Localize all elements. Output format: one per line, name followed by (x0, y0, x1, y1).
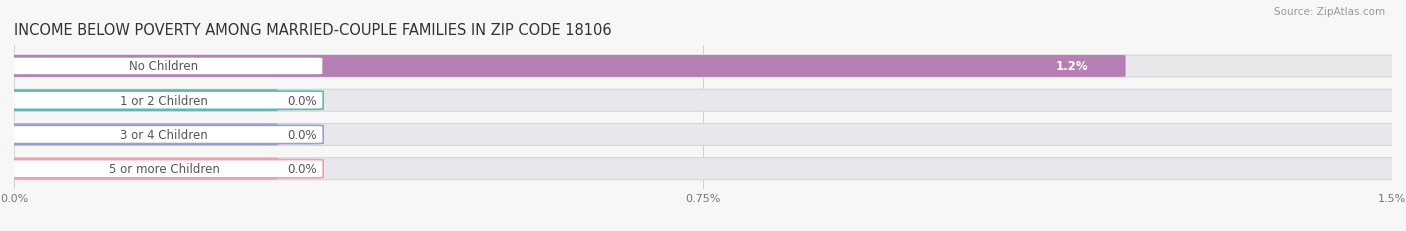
FancyBboxPatch shape (4, 56, 1126, 78)
Text: INCOME BELOW POVERTY AMONG MARRIED-COUPLE FAMILIES IN ZIP CODE 18106: INCOME BELOW POVERTY AMONG MARRIED-COUPL… (14, 23, 612, 38)
Text: No Children: No Children (129, 60, 198, 73)
Text: 1 or 2 Children: 1 or 2 Children (120, 94, 208, 107)
Text: Source: ZipAtlas.com: Source: ZipAtlas.com (1274, 7, 1385, 17)
Text: 3 or 4 Children: 3 or 4 Children (120, 128, 208, 141)
Text: 0.0%: 0.0% (287, 162, 316, 175)
FancyBboxPatch shape (4, 56, 1402, 78)
FancyBboxPatch shape (4, 126, 323, 144)
FancyBboxPatch shape (4, 90, 278, 112)
Text: 1.2%: 1.2% (1056, 60, 1088, 73)
Text: 5 or more Children: 5 or more Children (108, 162, 219, 175)
Text: 0.0%: 0.0% (287, 94, 316, 107)
FancyBboxPatch shape (4, 124, 278, 146)
FancyBboxPatch shape (4, 90, 1402, 112)
FancyBboxPatch shape (4, 158, 278, 180)
Text: 0.0%: 0.0% (287, 128, 316, 141)
FancyBboxPatch shape (4, 158, 1402, 180)
FancyBboxPatch shape (4, 160, 323, 178)
FancyBboxPatch shape (4, 124, 1402, 146)
FancyBboxPatch shape (4, 92, 323, 110)
FancyBboxPatch shape (4, 58, 323, 76)
